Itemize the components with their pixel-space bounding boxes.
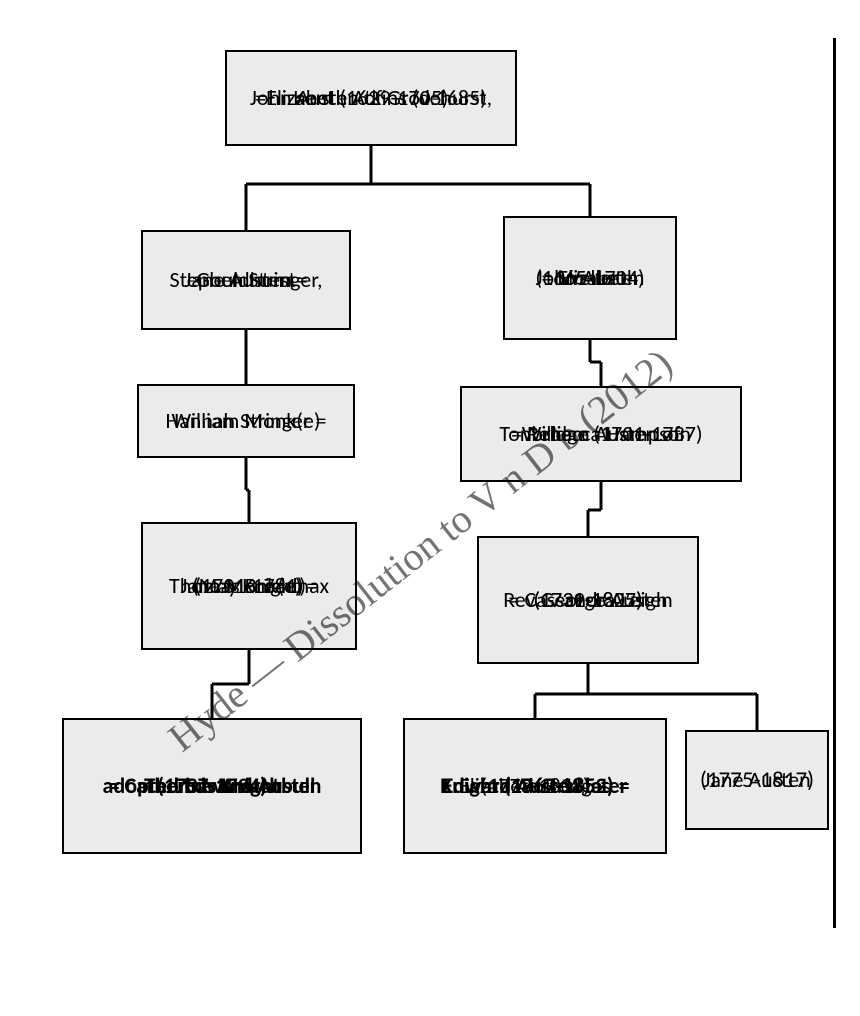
node-text: =Elizabeth Atkins (d.1685) (255, 84, 487, 112)
node-john-austen-grovehurst: John Austen of Grovehurst, Kent (1629-17… (225, 50, 517, 146)
connector-lines (0, 0, 860, 1016)
node-john-austen-1665: John Austen (1665-1704) = Elizabeth Well… (503, 216, 677, 340)
node-text: (1701-1781) (194, 572, 303, 600)
node-jane-monke: Jane Monk(e) = Thomas Broadnax (May Knig… (141, 522, 357, 650)
node-hannah-stringer: Hannah Stringer = William Monk(e) (137, 384, 355, 458)
node-text: William Monk(e) (171, 407, 320, 435)
node-text: (1773-1808) (480, 772, 589, 800)
right-border-line (833, 38, 836, 928)
node-jane-austen-stringer: Jane Austen = Stephen Stringer, Gouldhur… (141, 230, 351, 330)
node-thomas-knight: Thomas Knight (1737-1794) = Catherine Kn… (62, 718, 362, 854)
node-text: Weller (561, 264, 619, 292)
node-jane-austen: Jane Austen (1775-1817) (685, 730, 829, 830)
node-william-austen-tonbridge: William Austen of Tonbridge (1701-1737) … (460, 386, 742, 482)
node-text: adopted Edward Austen (103, 772, 322, 800)
node-text: (1775-1817) (700, 766, 814, 795)
node-edward-austen-knight: Edward Austen later Knight (1767-1852) =… (403, 718, 667, 854)
node-text: Gouldhurst (196, 266, 296, 294)
node-george-austen: Rev George Austen (1731-1805) = Cassandr… (477, 536, 699, 664)
family-tree-canvas: John Austen of Grovehurst, Kent (1629-17… (0, 0, 860, 1016)
node-text: (1739-1827) (533, 586, 642, 614)
node-text: = Rebecca Hampson (511, 420, 691, 448)
